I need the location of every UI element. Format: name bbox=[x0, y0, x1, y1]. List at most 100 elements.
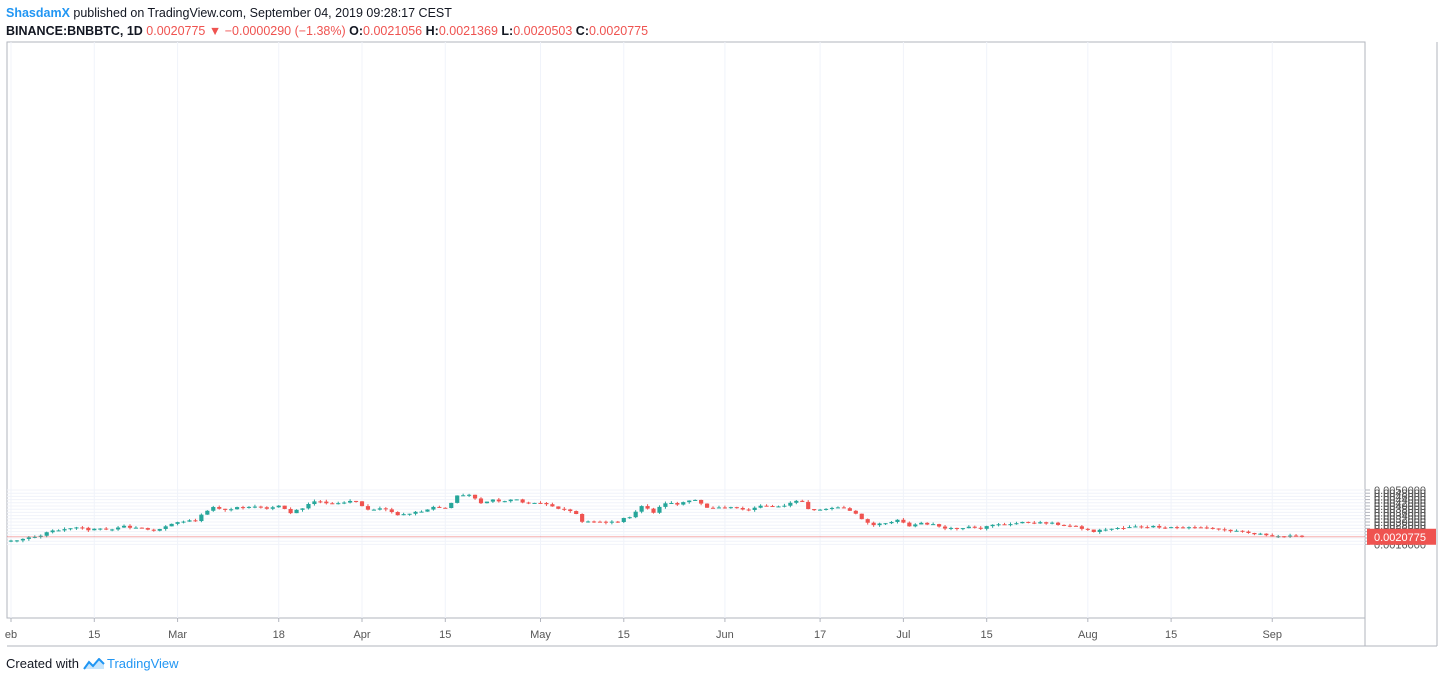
candle-body bbox=[1198, 527, 1203, 529]
candle-body bbox=[1264, 533, 1269, 536]
candle-body bbox=[948, 527, 954, 529]
candle-body bbox=[371, 509, 376, 511]
candle-body bbox=[514, 499, 519, 501]
candle-body bbox=[639, 506, 644, 512]
last-price-badge bbox=[1367, 528, 1436, 545]
x-tick-label: 15 bbox=[88, 629, 100, 641]
candle-body bbox=[627, 517, 632, 519]
candle-body bbox=[86, 527, 91, 531]
candle-body bbox=[889, 521, 894, 524]
candle-body bbox=[871, 522, 876, 526]
tradingview-brand[interactable]: TradingView bbox=[83, 656, 179, 671]
candle-body bbox=[728, 507, 733, 509]
candle-body bbox=[687, 500, 692, 503]
candle-body bbox=[38, 535, 43, 537]
candle-body bbox=[1032, 522, 1037, 524]
y-tick-label: 0.0046000 bbox=[1374, 491, 1426, 503]
candle-body bbox=[1133, 526, 1138, 528]
candle-body bbox=[609, 521, 614, 523]
y-tick-label: 0.0048000 bbox=[1374, 488, 1426, 500]
candle-body bbox=[966, 526, 971, 529]
high-value: 0.0021369 bbox=[438, 24, 498, 38]
x-tick-label: 15 bbox=[618, 629, 630, 641]
y-tick-label: 0.0036000 bbox=[1374, 507, 1426, 519]
candle-body bbox=[704, 503, 710, 508]
candle-body bbox=[1008, 524, 1013, 526]
candle-body bbox=[1038, 522, 1043, 524]
ohlc-line: BINANCE:BNBBTC, 1D 0.0020775 ▼ −0.000029… bbox=[6, 23, 648, 39]
candle-body bbox=[431, 506, 436, 510]
last-price-label: 0.0020775 bbox=[1374, 532, 1426, 544]
candle-body bbox=[954, 527, 960, 529]
candle-body bbox=[960, 528, 965, 530]
candle-body bbox=[383, 508, 388, 510]
candle-body bbox=[199, 514, 204, 522]
candle-body bbox=[526, 502, 531, 504]
candle-body bbox=[1174, 527, 1180, 529]
candle-body bbox=[788, 502, 793, 506]
candle-body bbox=[1270, 535, 1275, 537]
candle-body bbox=[651, 508, 656, 513]
candle-body bbox=[169, 523, 174, 527]
y-tick-label: 0.0030000 bbox=[1374, 517, 1426, 529]
candle-body bbox=[467, 494, 472, 496]
candle-body bbox=[74, 527, 79, 529]
published-text: published on TradingView.com, September … bbox=[69, 6, 452, 20]
candle-body bbox=[663, 503, 668, 507]
x-tick-label: Sep bbox=[1262, 629, 1282, 641]
candle-body bbox=[675, 503, 680, 505]
candle-body bbox=[246, 506, 252, 508]
candle-body bbox=[1014, 523, 1019, 525]
candle-body bbox=[336, 503, 341, 505]
candle-body bbox=[1163, 527, 1168, 529]
y-tick-label: 0.0034000 bbox=[1374, 511, 1426, 523]
candle-body bbox=[1288, 535, 1293, 537]
candle-body bbox=[490, 499, 495, 502]
candle-body bbox=[1061, 524, 1067, 526]
candle-body bbox=[776, 506, 781, 508]
candle-body bbox=[568, 509, 573, 512]
author-link[interactable]: ShasdamX bbox=[6, 6, 70, 20]
candle-body bbox=[1091, 529, 1096, 532]
candle-body bbox=[348, 500, 353, 503]
x-tick-label: Apr bbox=[353, 629, 370, 641]
candle-body bbox=[1151, 525, 1156, 528]
candle-body bbox=[1055, 522, 1061, 525]
candle-body bbox=[1258, 533, 1263, 535]
candle-body bbox=[990, 524, 995, 527]
candle-body bbox=[562, 508, 567, 510]
candle-body bbox=[1127, 527, 1132, 529]
tradingview-brand-label: TradingView bbox=[106, 656, 179, 671]
candle-body bbox=[645, 506, 650, 509]
candle-body bbox=[1276, 536, 1281, 538]
candle-body bbox=[633, 511, 638, 518]
candle-body bbox=[407, 513, 412, 515]
candle-body bbox=[413, 511, 418, 514]
candle-body bbox=[401, 514, 406, 516]
candle-body bbox=[1050, 522, 1055, 524]
candle-body bbox=[437, 506, 442, 508]
candle-body bbox=[1103, 529, 1108, 531]
candle-body bbox=[300, 508, 305, 510]
candle-body bbox=[234, 507, 240, 510]
candle-body bbox=[14, 540, 20, 542]
candle-body bbox=[847, 508, 852, 511]
candle-body bbox=[597, 521, 603, 523]
candle-body bbox=[276, 505, 281, 508]
candle-body bbox=[996, 524, 1001, 526]
x-tick-label: 15 bbox=[439, 629, 451, 641]
candle-body bbox=[288, 508, 293, 514]
candle-body bbox=[193, 520, 198, 522]
candle-body bbox=[1246, 531, 1251, 533]
candle-body bbox=[1002, 524, 1007, 526]
low-label: L: bbox=[501, 24, 514, 38]
candle-body bbox=[121, 525, 127, 528]
open-label: O: bbox=[349, 24, 364, 38]
candle-body bbox=[478, 498, 484, 504]
candle-body bbox=[116, 527, 121, 530]
candle-body bbox=[461, 495, 466, 497]
candle-body bbox=[835, 507, 841, 509]
candle-body bbox=[264, 507, 269, 509]
candle-body bbox=[877, 523, 882, 526]
